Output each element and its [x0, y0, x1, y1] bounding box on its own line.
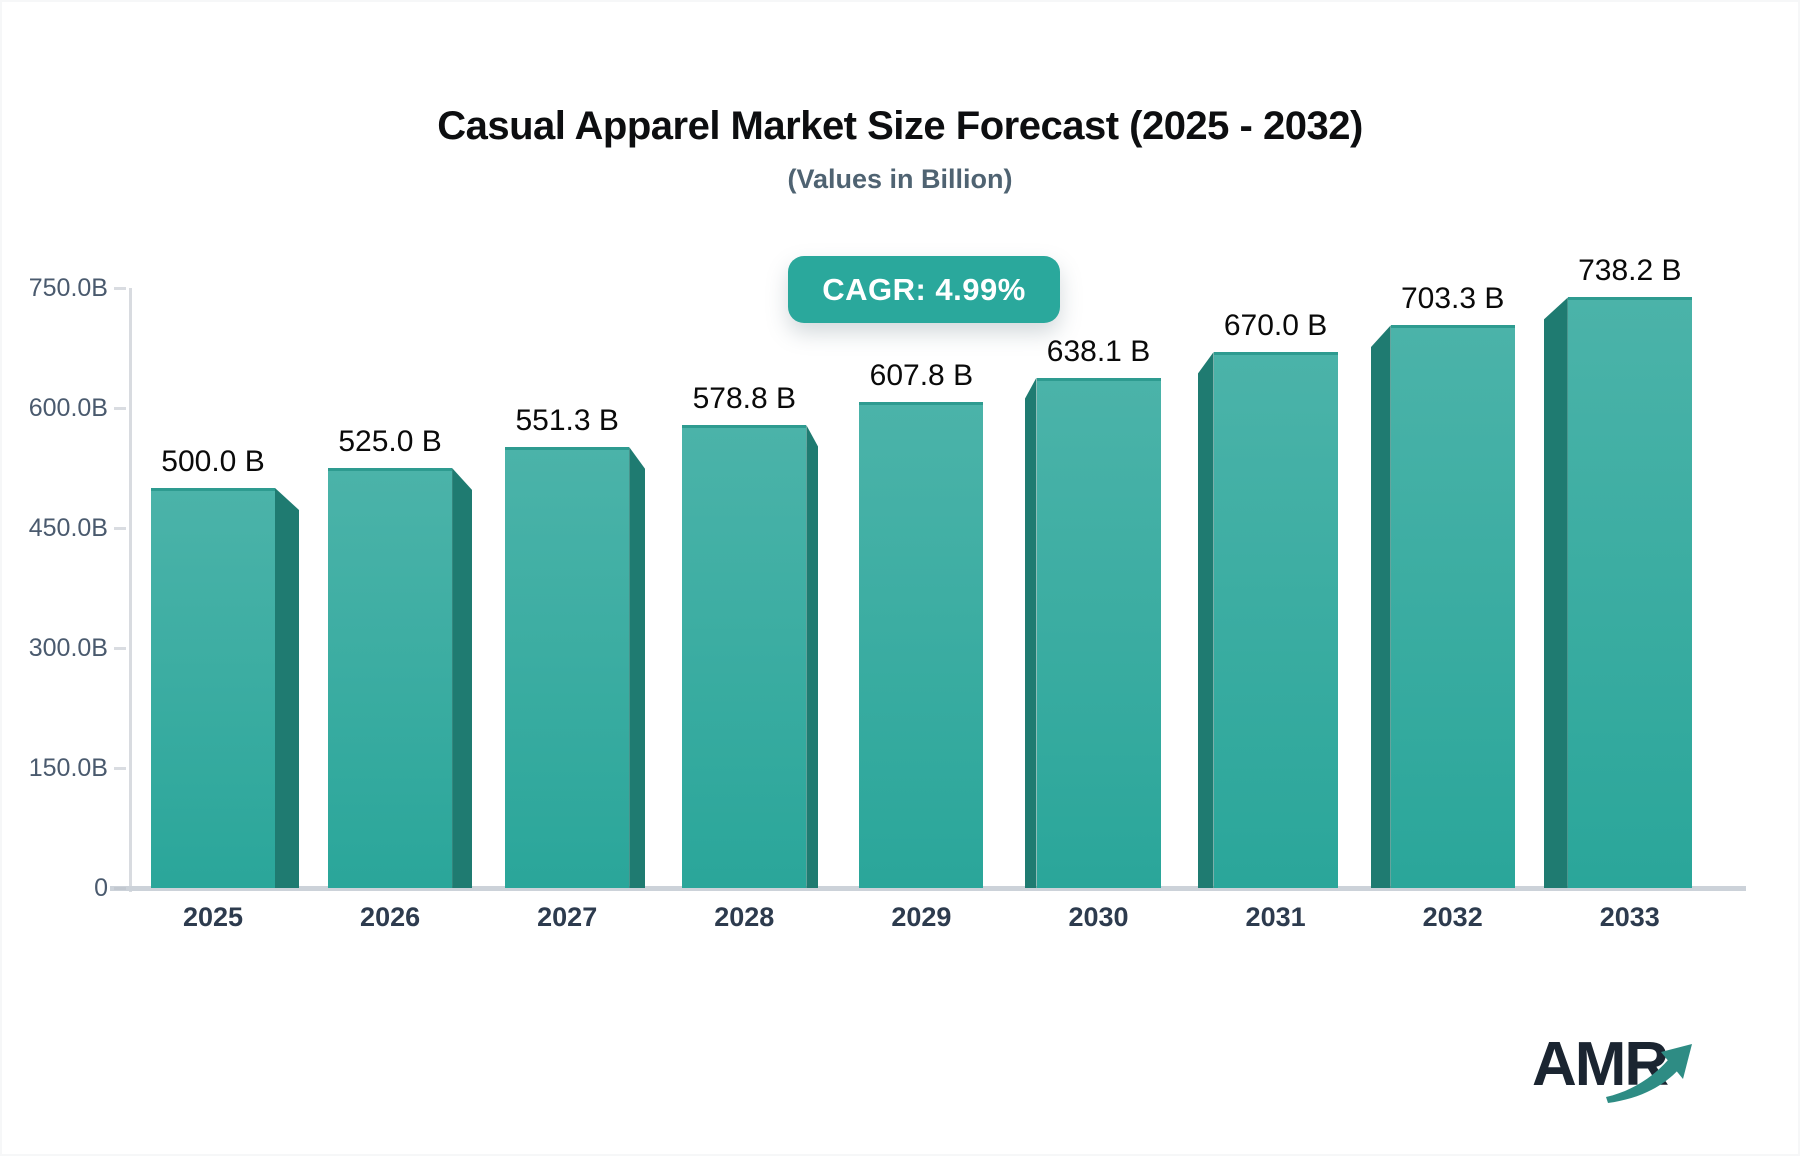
y-axis-tick-mark: [114, 647, 126, 650]
bar-side-2026: [452, 468, 473, 888]
y-axis-tick-label: 750.0B: [28, 274, 108, 302]
amr-logo: AMR: [1520, 1022, 1735, 1122]
x-axis-label-2030: 2030: [1068, 902, 1129, 932]
bar-2031: [1213, 352, 1338, 888]
bar-side-2025: [275, 488, 299, 888]
chart-title: Casual Apparel Market Size Forecast (202…: [437, 104, 1363, 148]
x-axis-line: [110, 886, 1746, 891]
bar-2028: [682, 424, 807, 888]
x-axis-label-2032: 2032: [1422, 902, 1483, 932]
bar-value-label: 500.0 B: [161, 445, 265, 478]
y-axis-tick-mark: [114, 887, 126, 890]
cagr-badge-label: CAGR: 4.99%: [822, 271, 1026, 307]
x-axis-label-2025: 2025: [182, 902, 244, 932]
bar-value-label: 738.2 B: [1578, 254, 1682, 288]
growth-arrow-icon: [1606, 1044, 1692, 1103]
bar-value-label: 670.0 B: [1223, 309, 1328, 342]
bar-2025: [151, 488, 275, 888]
bar-side-2032: [1370, 325, 1391, 888]
bar-value-label: 525.0 B: [338, 425, 442, 458]
bar-side-2027: [629, 446, 646, 888]
y-axis-tick-label: 150.0B: [28, 754, 108, 782]
y-axis-tick-label: 300.0B: [28, 634, 108, 662]
y-axis-line: [129, 288, 132, 892]
x-axis-label-2026: 2026: [360, 902, 421, 932]
bar-2033: [1567, 297, 1692, 888]
bar-side-2033: [1543, 297, 1568, 888]
y-axis-tick-label: 600.0B: [28, 394, 108, 422]
x-axis-label-2027: 2027: [537, 902, 598, 932]
x-axis-label-2031: 2031: [1245, 902, 1306, 932]
chart-subtitle: (Values in Billion): [787, 164, 1013, 194]
y-axis-tick-mark: [114, 407, 126, 410]
x-axis-label-2028: 2028: [714, 902, 775, 932]
bar-value-label: 551.3 B: [515, 403, 619, 437]
x-axis-label-2033: 2033: [1599, 902, 1660, 932]
bar-2026: [328, 468, 453, 888]
y-axis-tick-mark: [114, 287, 126, 290]
y-axis-tick-mark: [114, 527, 126, 530]
bar-2027: [505, 446, 630, 888]
bar-2029: [859, 401, 984, 888]
bar-side-2030: [1024, 377, 1037, 888]
bar-value-label: 578.8 B: [692, 381, 796, 415]
bar-2030: [1036, 377, 1161, 888]
cagr-badge: CAGR: 4.99%: [788, 256, 1060, 323]
y-axis-tick-label: 450.0B: [28, 514, 108, 542]
bar-side-2031: [1197, 352, 1214, 888]
x-axis-label-2029: 2029: [891, 902, 952, 932]
y-axis-tick-mark: [114, 767, 126, 770]
y-axis-tick-label: 0: [94, 874, 108, 902]
bar-value-label: 638.1 B: [1046, 334, 1151, 368]
bar-value-label: 607.8 B: [869, 358, 974, 392]
bar-value-label: 703.3 B: [1400, 282, 1505, 316]
bar-side-2028: [806, 424, 819, 888]
bar-2032: [1390, 325, 1515, 888]
